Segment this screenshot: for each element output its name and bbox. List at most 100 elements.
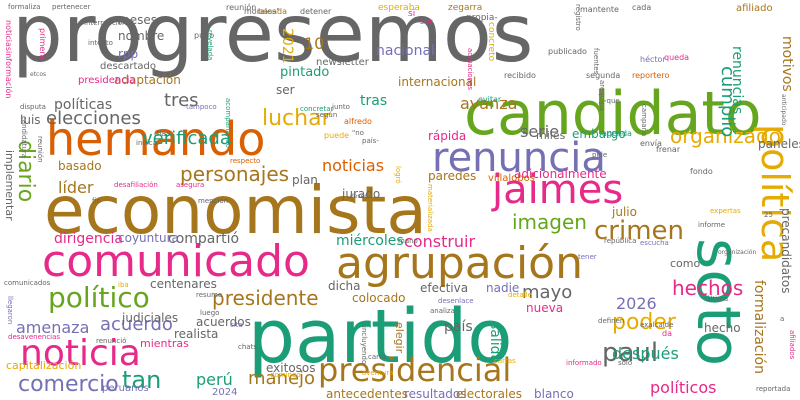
word: personajes [180, 162, 290, 186]
word: luchar [262, 106, 331, 131]
word: país [444, 319, 473, 335]
word: colocado [352, 291, 406, 305]
word: reportada [756, 385, 791, 393]
word: indica [136, 139, 157, 147]
word: comunicado [42, 236, 310, 287]
word: villalobos [488, 173, 535, 184]
word: acuerdo [100, 314, 173, 335]
word: renuncias [729, 46, 745, 115]
word: expertas [710, 207, 741, 215]
word: elegir [393, 322, 406, 354]
word: exitosos [266, 361, 316, 375]
word: organización [718, 249, 757, 256]
word: mano [398, 237, 418, 245]
word: tras [360, 93, 388, 109]
word: elecciones [46, 108, 141, 129]
word: rpp [118, 47, 139, 61]
word: aventura [362, 369, 394, 377]
word: domingo [270, 371, 301, 379]
word: mantente [580, 5, 619, 14]
word: disputa [20, 103, 46, 111]
word: blanco [534, 387, 574, 400]
word: escucha [640, 239, 669, 247]
word: 25 [764, 211, 773, 219]
word: junto [332, 103, 350, 111]
word: campaña [640, 104, 648, 137]
word: chats [238, 343, 257, 351]
word: cada [632, 3, 652, 12]
word: logró [394, 166, 402, 184]
word: etcos [30, 71, 47, 78]
word: soto [683, 238, 753, 367]
word: implementar [3, 150, 16, 221]
word: basada [258, 7, 288, 16]
word: agenda [602, 129, 632, 138]
word: partido [248, 294, 513, 380]
word: reunión [36, 136, 44, 163]
word: primera [38, 28, 47, 60]
word: si [408, 9, 416, 19]
word: capitalización [6, 359, 82, 372]
word: sur [420, 17, 433, 26]
word: ser [276, 83, 295, 97]
word: después [612, 344, 679, 363]
word: amenaza [16, 318, 90, 337]
word: peruanos [102, 383, 149, 394]
word: jurado [342, 187, 381, 201]
word: frenar [656, 145, 681, 154]
word: basado [58, 159, 102, 173]
word: crimen [594, 216, 685, 246]
word: interrupciones [84, 19, 135, 27]
word: concretar [300, 105, 334, 113]
word: llegaron [6, 296, 14, 325]
word: actuaciones [466, 48, 474, 91]
word: hernando [46, 112, 266, 166]
word: manejo [248, 368, 316, 389]
word: puede [324, 131, 350, 140]
word: resume [196, 291, 223, 299]
word: evitar [478, 95, 502, 104]
word: paredes [428, 169, 477, 183]
word: presidencia [78, 75, 136, 86]
word: detalle [508, 291, 532, 299]
word: políticas [54, 97, 113, 113]
word: economista [44, 172, 427, 249]
word: candidato [464, 79, 762, 149]
word: concreto [486, 22, 496, 62]
word: detener [300, 7, 332, 16]
word: agrupación [336, 238, 583, 289]
word: julio [612, 205, 637, 219]
word: efectiva [420, 281, 469, 295]
word: fuentes [592, 48, 600, 75]
word: arequipa [598, 80, 606, 111]
word: desafiliación [114, 181, 158, 189]
word: 10 [304, 34, 325, 53]
word: informe [698, 221, 726, 229]
word: imagen [512, 210, 587, 234]
word: político [48, 281, 150, 314]
word: rápida [428, 129, 467, 143]
word: reportero [632, 71, 670, 80]
word: luego [200, 309, 220, 317]
word: esperaba [378, 3, 420, 13]
word: afiliado [736, 3, 773, 14]
word: materializada [426, 184, 434, 232]
word: noticias [322, 156, 385, 175]
word: intento [88, 39, 113, 47]
word: construir [404, 232, 476, 251]
word: renunció [96, 337, 127, 345]
word: registro [574, 4, 582, 31]
word: acuerdos [196, 315, 251, 329]
word: mientras [140, 337, 189, 350]
word: 2026 [616, 294, 657, 313]
word: miércoles [336, 233, 404, 249]
word: embargo [572, 127, 626, 141]
word: como [670, 257, 701, 270]
word: organizado [670, 124, 781, 148]
word: noticiasinformación [4, 20, 13, 99]
word: cumplió [717, 66, 738, 138]
word: definen [598, 317, 625, 325]
word: cita [230, 321, 243, 329]
word: país- [362, 137, 379, 145]
word: líder [58, 178, 94, 197]
